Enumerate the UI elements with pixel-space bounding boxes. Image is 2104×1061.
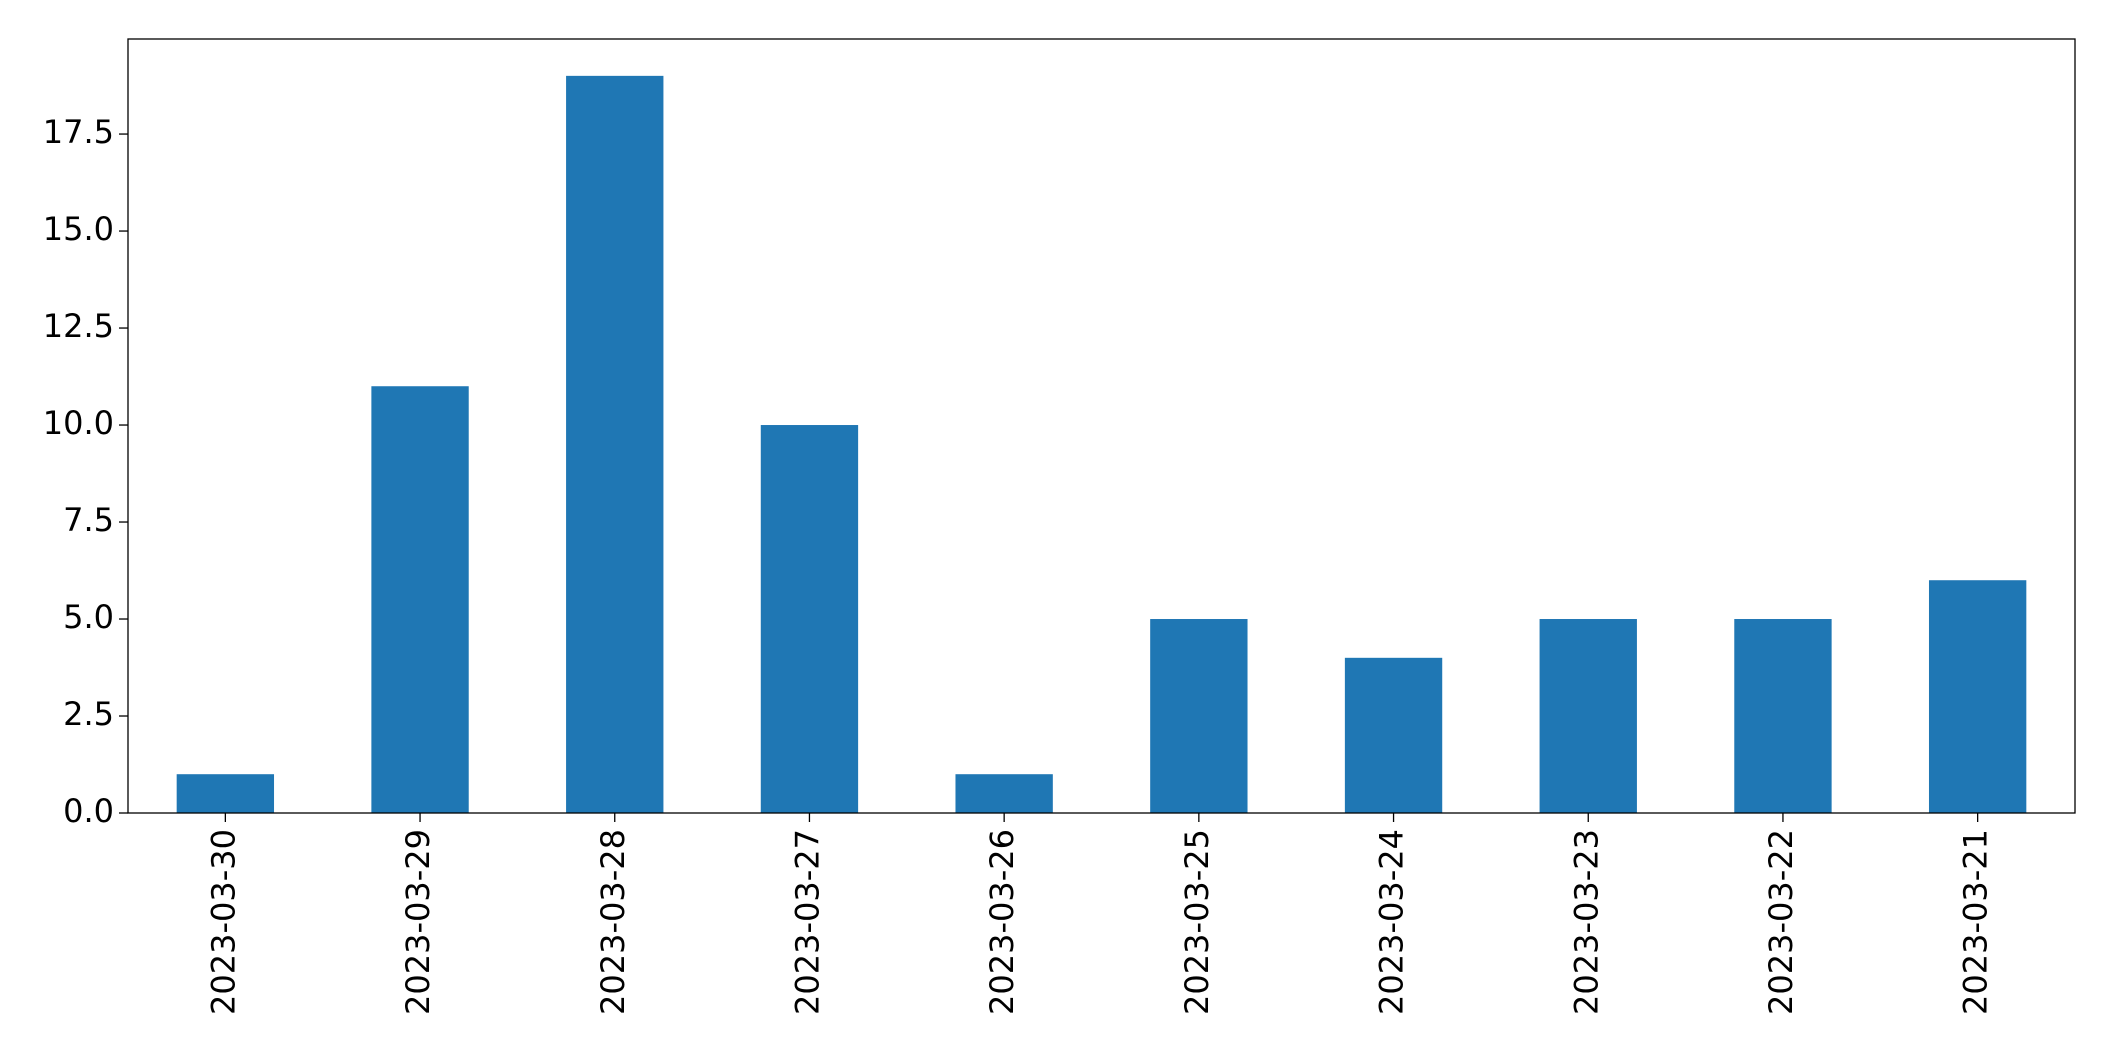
x-tick-label: 2023-03-22 (1762, 829, 1800, 1015)
y-tick-label: 5.0 (63, 598, 114, 636)
bar (955, 774, 1053, 813)
y-tick-label: 15.0 (43, 210, 114, 248)
bar (1928, 580, 2027, 813)
y-tick-label: 7.5 (63, 501, 114, 539)
x-tick-label: 2023-03-24 (1373, 829, 1411, 1015)
bar (1734, 619, 1832, 813)
x-tick-label: 2023-03-27 (788, 829, 826, 1015)
bar (566, 75, 664, 814)
y-tick-label: 0.0 (63, 792, 114, 830)
x-tick-label: 2023-03-23 (1567, 829, 1605, 1015)
y-tick-label: 12.5 (43, 307, 114, 345)
bar (760, 425, 859, 813)
x-tick-label: 2023-03-25 (1178, 829, 1216, 1015)
bar (176, 774, 275, 813)
y-tick-label: 2.5 (63, 695, 114, 733)
x-tick-label: 2023-03-28 (594, 829, 632, 1015)
x-tick-label: 2023-03-30 (204, 829, 242, 1015)
bar (1344, 657, 1443, 813)
y-tick-label: 17.5 (43, 113, 114, 151)
x-tick-label: 2023-03-26 (983, 829, 1021, 1015)
plot-frame (127, 38, 2076, 814)
bar (1539, 619, 1637, 813)
x-tick-label: 2023-03-29 (399, 829, 437, 1015)
x-tick-label: 2023-03-21 (1957, 829, 1995, 1015)
y-tick-label: 10.0 (43, 404, 114, 442)
bar (371, 386, 469, 813)
bar (1150, 619, 1248, 813)
